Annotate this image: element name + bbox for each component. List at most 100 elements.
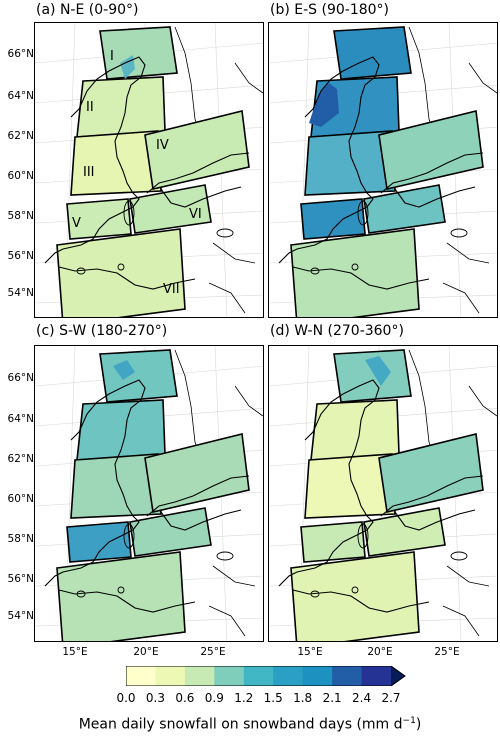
country-border — [174, 26, 263, 314]
region-VI — [363, 507, 446, 557]
panel-title: (b) E-S (90-180°) — [270, 2, 390, 18]
lon-label: 20°E — [133, 646, 159, 658]
colorbar-extend — [391, 666, 405, 686]
snowfall-maximum — [365, 356, 391, 386]
country-border — [408, 26, 497, 314]
colorbar-tick-label: 2.4 — [352, 691, 372, 705]
region-III — [304, 130, 396, 196]
region-V — [300, 521, 366, 563]
island-outline — [310, 590, 320, 598]
region-VII — [290, 551, 420, 641]
colorbar-tick-label: 2.7 — [381, 691, 401, 705]
lat-label: 54°N — [7, 610, 34, 622]
region-label: VI — [189, 207, 202, 222]
island-outline — [351, 586, 359, 594]
colorbar-bin — [243, 666, 274, 686]
lat-label: 66°N — [7, 48, 34, 60]
colorbar-tick-label: 1.8 — [293, 691, 313, 705]
lat-label: 62°N — [7, 453, 34, 465]
region-IV — [378, 433, 484, 513]
map-d — [268, 345, 498, 642]
lat-label: 54°N — [7, 287, 34, 299]
lat-label: 58°N — [7, 210, 34, 222]
coastline — [44, 56, 250, 290]
lat-label: 66°N — [7, 372, 34, 384]
region-label: III — [83, 165, 95, 180]
panel-d: (d) W-N (270-360°) — [0, 0, 404, 339]
region-VII — [290, 228, 420, 317]
panel-b: (b) E-S (90-180°) — [0, 0, 389, 290]
island-outline — [450, 551, 468, 561]
island-outline — [117, 586, 125, 594]
region-I — [333, 26, 412, 80]
coastline — [278, 379, 484, 613]
colorbar-bin — [302, 666, 333, 686]
panel-title: (c) S-W (180-270°) — [36, 323, 168, 339]
colorbar-tick-label: 0.6 — [175, 691, 195, 705]
region-label: II — [86, 100, 94, 115]
colorbar-bin — [214, 666, 245, 686]
lat-label: 64°N — [7, 413, 34, 425]
colorbar-bin — [184, 666, 215, 686]
panel-c: (c) S-W (180-270°) — [0, 0, 229, 339]
island-outline — [450, 228, 468, 238]
island-outline — [123, 523, 135, 549]
region-IV — [144, 110, 250, 190]
lon-label: 25°E — [434, 646, 460, 658]
country-border — [408, 349, 497, 637]
island-outline — [310, 267, 320, 275]
region-V — [66, 198, 132, 240]
lat-label: 62°N — [7, 130, 34, 142]
region-VII — [56, 551, 186, 641]
island-outline — [76, 590, 86, 598]
region-label: I — [110, 49, 114, 64]
country-border — [174, 349, 263, 637]
colorbar-tick-label: 0.9 — [204, 691, 224, 705]
colorbar-bin — [332, 666, 363, 686]
lat-label: 64°N — [7, 90, 34, 102]
island-outline — [117, 263, 125, 271]
region-VI — [129, 184, 212, 234]
colorbar-title: Mean daily snowfall on snowband days (mm… — [78, 716, 422, 733]
snowfall-maximum — [309, 83, 339, 127]
island-outline — [216, 551, 234, 561]
region-III — [304, 453, 396, 519]
lat-label: 56°N — [7, 250, 34, 262]
lon-label: 25°E — [200, 646, 226, 658]
region-VI — [129, 507, 212, 557]
lon-label: 20°E — [367, 646, 393, 658]
lat-label: 56°N — [7, 573, 34, 585]
lon-label: 15°E — [297, 646, 323, 658]
snowfall-maximum — [120, 55, 135, 79]
island-outline — [123, 200, 135, 226]
coastline — [278, 56, 484, 290]
map-a: I II III IV V VI VII — [34, 22, 264, 318]
colorbar-tick-label: 0.3 — [145, 691, 165, 705]
region-V — [300, 198, 366, 240]
region-label: V — [72, 216, 81, 231]
region-VII — [56, 228, 186, 317]
island-outline — [76, 267, 86, 275]
colorbar — [126, 666, 406, 686]
lat-label: 60°N — [7, 493, 34, 505]
colorbar-bin — [273, 666, 304, 686]
region-IV — [378, 110, 484, 190]
region-IV — [144, 433, 250, 513]
region-V — [66, 521, 132, 563]
lat-label: 58°N — [7, 533, 34, 545]
region-I — [333, 349, 412, 403]
panel-a: (a) N-E (0-90°) — [0, 0, 229, 290]
island-outline — [357, 200, 369, 226]
snowfall-maximum — [113, 360, 135, 380]
region-VI — [363, 184, 446, 234]
island-outline — [216, 228, 234, 238]
panel-title: (d) W-N (270-360°) — [270, 323, 404, 339]
colorbar-tick-label: 1.5 — [263, 691, 283, 705]
colorbar-bin — [126, 666, 156, 686]
island-outline — [357, 523, 369, 549]
colorbar-bin — [155, 666, 186, 686]
island-outline — [351, 263, 359, 271]
colorbar-tick-label: 2.1 — [322, 691, 342, 705]
lat-label: 60°N — [7, 170, 34, 182]
region-III — [70, 130, 162, 196]
